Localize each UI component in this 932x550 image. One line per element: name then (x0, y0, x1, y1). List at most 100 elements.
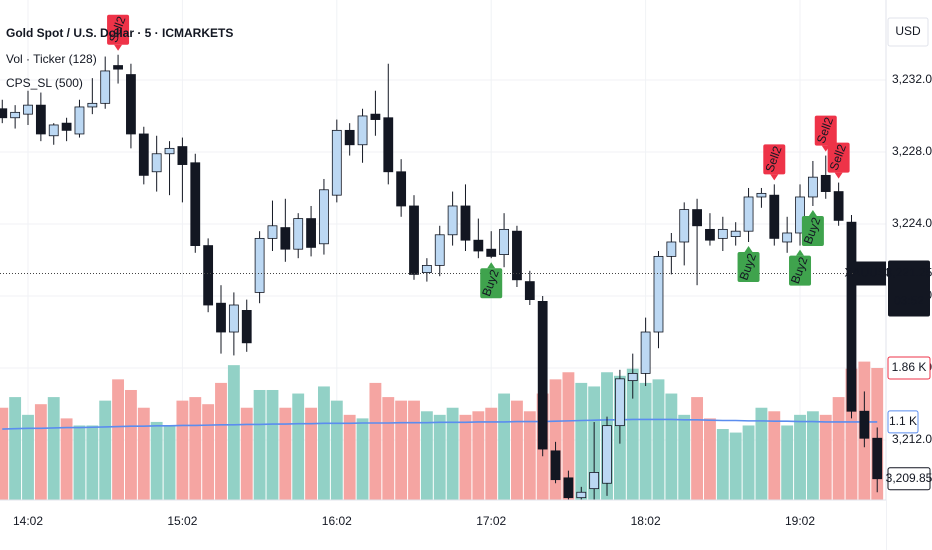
volume-bar (112, 379, 125, 500)
candle-body (756, 192, 767, 198)
volume-bar (716, 429, 729, 500)
candle-body (563, 477, 574, 499)
candle-body (306, 218, 316, 248)
volume-bar (511, 400, 523, 500)
candle-body (434, 234, 445, 266)
volume-bar (382, 397, 395, 500)
candle-body (679, 209, 690, 243)
candle-body (126, 74, 136, 135)
volume-badge-label: 1.86 K (892, 360, 927, 374)
volume-bar (704, 418, 716, 500)
signal-pointer (770, 174, 779, 181)
volume-bar (408, 400, 420, 500)
candle-body (640, 331, 651, 374)
volume-bar (240, 407, 253, 500)
volume-bar (691, 397, 704, 500)
candle-body (370, 113, 381, 120)
candle-body (589, 472, 600, 490)
candle-body (512, 230, 522, 281)
candle-body (820, 174, 831, 192)
candle-body (87, 102, 98, 108)
candle-body (653, 255, 664, 333)
candle-body (421, 264, 432, 273)
candle-body (319, 189, 329, 245)
signal-box (737, 251, 760, 282)
volume-bar (665, 393, 678, 500)
ma-badge-label: 1.1 K (889, 414, 917, 428)
candle-body (499, 228, 509, 255)
candle-body (357, 115, 368, 146)
candle-body (10, 111, 21, 119)
x-tick-label: 14:02 (13, 514, 43, 528)
volume-bar (459, 414, 472, 500)
candle-body (216, 302, 226, 333)
candle-body (267, 225, 278, 239)
candle-body (293, 218, 304, 250)
volume-bar (781, 425, 794, 500)
candle-body (177, 146, 188, 165)
volume-bar (125, 389, 137, 500)
volume-bar (99, 400, 112, 500)
volume-bar (215, 382, 227, 500)
signal-pointer (114, 44, 123, 51)
volume-bar (652, 379, 665, 500)
y-tick-label: 3,212.00 (892, 432, 932, 446)
signal-box (801, 215, 824, 246)
candle-body (151, 153, 162, 173)
volume-bar (266, 389, 279, 500)
candle-body (614, 378, 625, 427)
signal-box (107, 14, 130, 45)
volume-bar (137, 407, 150, 500)
indicator-label: Vol · Ticker (128) (6, 52, 97, 66)
candle-body (0, 108, 8, 119)
candle-body (730, 230, 741, 237)
volume-bar (202, 404, 215, 500)
volume-bar (253, 389, 266, 500)
candle-body (23, 104, 33, 115)
volume-bar (549, 379, 562, 500)
candle-body (743, 196, 754, 232)
signal-pointer (796, 249, 805, 256)
y-tick-label: 3,228.00 (892, 144, 932, 158)
volume-bar (832, 397, 845, 500)
signal: Sell2 (106, 14, 130, 51)
candle-body (383, 117, 394, 173)
signal: Buy2 (788, 249, 812, 286)
volume-bar (806, 411, 819, 500)
volume-bar (819, 414, 832, 500)
volume-bar (189, 397, 202, 500)
candle-body (627, 373, 638, 382)
signal-pointer (834, 172, 843, 179)
candle-body (74, 106, 85, 135)
volume-bar (420, 411, 433, 500)
candle-body (331, 129, 342, 196)
volume-bar (678, 414, 691, 500)
candle-body (576, 491, 587, 499)
candle-body (35, 104, 46, 135)
volume-bar (86, 425, 99, 500)
volume-bar (356, 418, 369, 500)
candle-body (344, 129, 355, 146)
x-tick-label: 18:02 (631, 514, 661, 528)
signal-pointer (487, 262, 496, 269)
candle-body (190, 162, 201, 246)
candle-body (833, 191, 844, 221)
price-badge-label: 3,221.25 (886, 266, 932, 280)
symbol-label: XAUUSD (844, 266, 894, 280)
signal-box (763, 144, 786, 175)
candle-body (100, 70, 111, 104)
candle-body (228, 304, 239, 333)
currency: USD (895, 24, 921, 38)
candle-body (859, 410, 870, 439)
signal: Buy2 (801, 209, 824, 246)
volume-bar (305, 407, 318, 500)
volume-bar (768, 411, 781, 500)
signal-box (814, 115, 837, 146)
volume-bar (292, 393, 305, 500)
candle-body (807, 176, 818, 198)
volume-bar (47, 397, 60, 500)
volume-bar (845, 368, 858, 500)
volume-bar (0, 407, 9, 500)
candle-body (550, 450, 561, 481)
volume-bar (742, 425, 755, 500)
